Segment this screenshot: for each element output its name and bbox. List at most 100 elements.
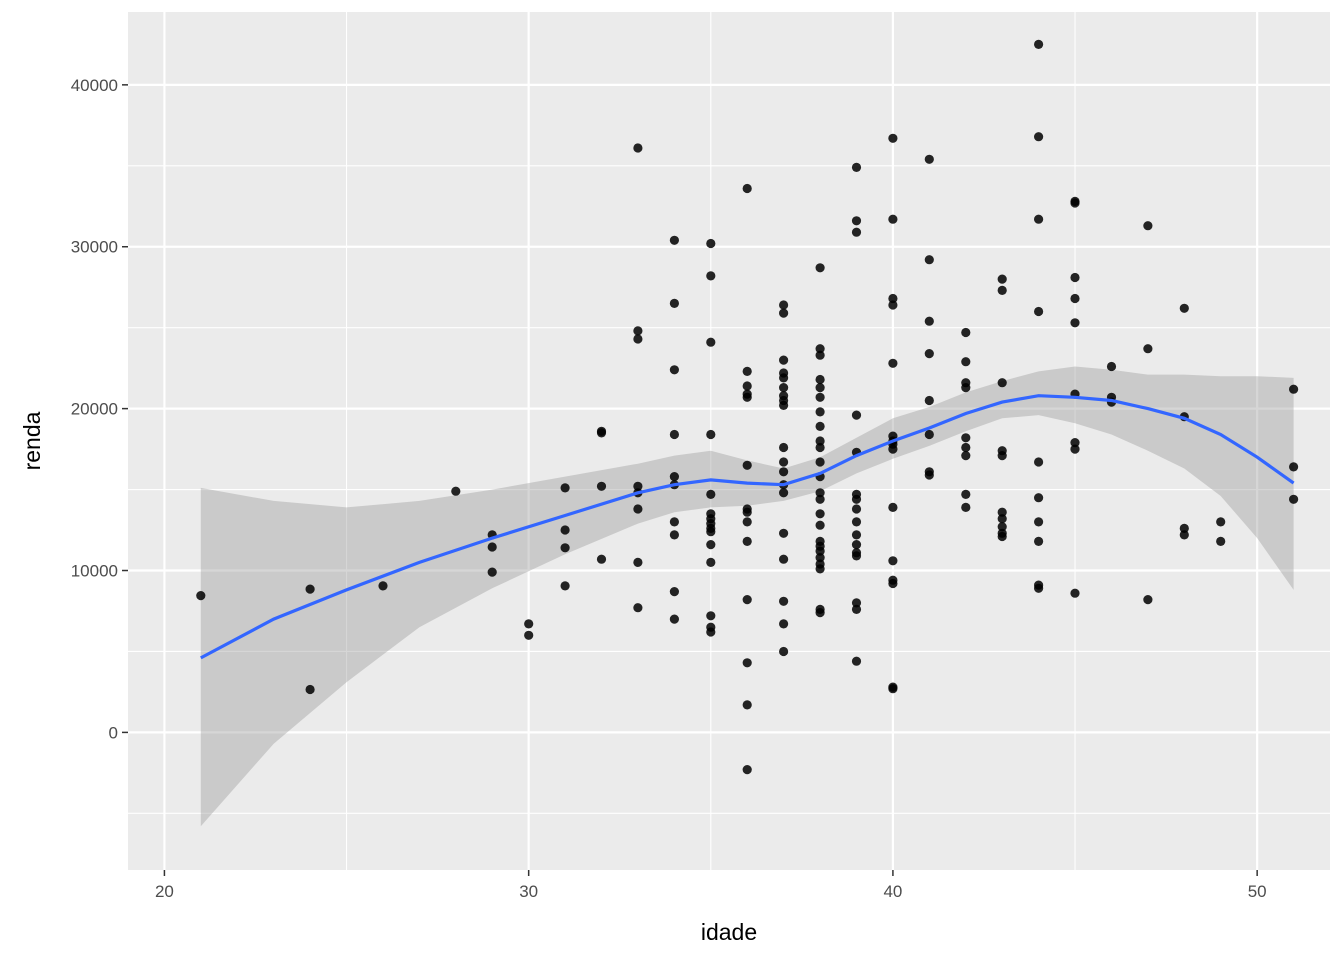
data-point	[706, 271, 716, 281]
data-point	[815, 546, 825, 556]
data-point	[1034, 457, 1044, 467]
data-point	[1034, 39, 1044, 50]
data-point	[524, 630, 534, 640]
data-point	[1179, 303, 1189, 313]
data-point	[633, 481, 643, 491]
x-tick-label: 40	[883, 882, 902, 901]
data-point	[815, 392, 825, 402]
data-point	[924, 349, 934, 359]
data-point	[888, 214, 898, 224]
data-point	[851, 494, 862, 504]
data-point	[779, 457, 789, 467]
x-axis-title: idade	[701, 919, 757, 945]
data-point	[961, 502, 971, 512]
data-point	[815, 421, 825, 431]
data-point	[851, 216, 862, 226]
data-point	[1034, 536, 1044, 547]
data-point	[888, 502, 898, 512]
data-point	[851, 540, 862, 550]
data-point	[742, 658, 752, 668]
data-point	[633, 557, 643, 568]
data-point	[961, 489, 971, 499]
y-axis-ticks: 0 10000 20000 30000 40000	[71, 76, 128, 742]
data-point	[1289, 384, 1299, 394]
data-point	[1179, 530, 1189, 540]
data-point	[1289, 462, 1299, 472]
y-tick-label: 0	[109, 723, 118, 742]
data-point	[596, 481, 607, 491]
data-point	[305, 584, 315, 594]
data-point	[997, 507, 1007, 517]
data-point	[779, 300, 789, 310]
data-point	[815, 344, 825, 354]
data-point	[815, 350, 825, 360]
data-point	[706, 489, 716, 499]
data-point	[633, 504, 643, 514]
data-point	[1070, 272, 1080, 283]
data-point	[1143, 595, 1153, 605]
data-point	[742, 507, 752, 517]
data-point	[997, 378, 1007, 388]
data-point	[524, 619, 534, 629]
data-point	[706, 627, 716, 637]
data-point	[596, 554, 607, 564]
data-point	[815, 263, 825, 273]
data-point	[779, 383, 789, 393]
data-point	[305, 684, 315, 695]
data-point	[1216, 517, 1226, 527]
data-point	[851, 227, 862, 237]
data-point	[815, 436, 825, 446]
data-point	[669, 530, 680, 540]
data-point	[851, 604, 862, 615]
data-point	[742, 536, 752, 547]
data-point	[560, 525, 570, 535]
data-point	[924, 255, 934, 265]
smooth-line	[200, 394, 1295, 660]
data-point	[961, 383, 971, 393]
data-point	[888, 133, 898, 143]
data-point	[815, 457, 825, 467]
data-point	[779, 646, 789, 657]
data-point	[961, 451, 971, 461]
data-point	[815, 553, 825, 563]
data-point	[851, 598, 862, 608]
data-point	[706, 429, 716, 440]
y-axis-title: renda	[19, 411, 45, 470]
data-point	[669, 298, 680, 308]
y-tick-label: 40000	[71, 76, 118, 95]
data-point	[888, 578, 898, 589]
data-point	[1034, 583, 1044, 593]
data-point	[779, 619, 789, 629]
data-point	[997, 274, 1007, 284]
data-point	[851, 410, 862, 420]
data-point	[924, 395, 934, 406]
data-point	[1034, 306, 1044, 317]
data-point	[378, 581, 388, 591]
data-point	[1070, 293, 1080, 304]
data-point	[1034, 517, 1044, 527]
plot-panel	[128, 12, 1330, 870]
data-point	[742, 366, 752, 376]
y-tick-label: 20000	[71, 400, 118, 419]
data-point	[997, 285, 1007, 295]
data-point	[487, 542, 497, 552]
data-point	[815, 520, 825, 530]
data-point	[779, 467, 789, 477]
data-point	[851, 530, 862, 540]
data-point	[742, 392, 752, 402]
data-point	[779, 308, 789, 318]
data-point	[1070, 588, 1080, 598]
y-tick-label: 10000	[71, 562, 118, 581]
data-point	[924, 154, 934, 164]
data-point	[1034, 132, 1044, 142]
data-point	[1070, 198, 1080, 208]
data-point	[633, 143, 643, 153]
data-point	[961, 442, 971, 453]
x-axis-ticks: 20 30 40 50	[155, 870, 1267, 901]
data-point	[633, 334, 643, 344]
data-point	[779, 554, 789, 564]
data-point	[997, 531, 1007, 542]
data-point	[487, 567, 497, 577]
data-point	[924, 470, 934, 480]
data-point	[706, 557, 716, 568]
